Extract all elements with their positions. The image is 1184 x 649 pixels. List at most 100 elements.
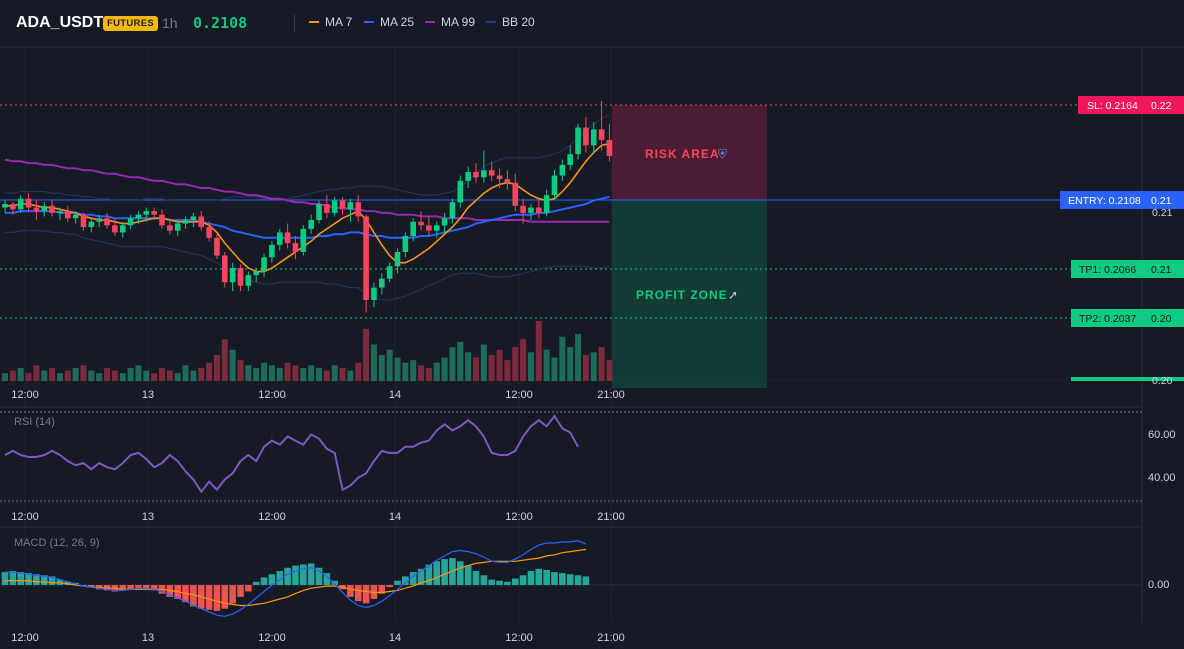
candle-body-25 <box>198 216 205 228</box>
candle-body-7 <box>57 211 63 213</box>
volume-bar-39 <box>308 365 315 381</box>
macd-histogram-bar-67 <box>527 570 535 585</box>
candle-body-9 <box>72 214 79 219</box>
volume-bar-14 <box>111 370 118 381</box>
candle-body-46 <box>363 216 369 300</box>
volume-bar-72 <box>567 347 574 381</box>
candle-body-23 <box>182 220 189 224</box>
profit-zone[interactable] <box>612 200 767 388</box>
candle-body-39 <box>308 220 314 229</box>
volume-bar-53 <box>418 365 425 381</box>
candle-body-17 <box>135 214 142 219</box>
legend-bb20[interactable]: BB 20 <box>486 15 535 29</box>
volume-bar-60 <box>473 357 479 381</box>
rsi-line <box>4 414 579 494</box>
candlesticks <box>2 100 613 313</box>
legend-ma25[interactable]: MA 25 <box>364 15 414 29</box>
symbol-title[interactable]: ADA_USDT <box>16 14 104 31</box>
macd-histogram-bar-59 <box>464 565 472 585</box>
candle-body-50 <box>394 252 401 267</box>
macd-histogram-bar-71 <box>559 573 566 585</box>
candle-body-43 <box>339 200 346 210</box>
time-axis-label-1-4: 12:00 <box>505 511 533 523</box>
candle-body-41 <box>324 204 330 213</box>
volume-bar-7 <box>56 373 63 381</box>
entry-label-box[interactable] <box>1060 191 1184 209</box>
volume-bar-13 <box>104 367 111 381</box>
candle-body-8 <box>65 211 71 219</box>
volume-bar-29 <box>229 349 236 381</box>
macd-histogram-bar-70 <box>551 572 558 585</box>
macd-histogram-bar-53 <box>417 568 425 585</box>
volume-bar-76 <box>598 347 605 381</box>
sl-axis-value: 0.22 <box>1151 100 1172 112</box>
volume-bar-69 <box>543 349 550 381</box>
time-axis-label-0-3: 14 <box>389 389 401 401</box>
candle-body-5 <box>41 205 48 212</box>
volume-bar-66 <box>520 339 527 381</box>
time-axis-label-1-2: 12:00 <box>258 511 286 523</box>
candle-body-4 <box>33 207 40 212</box>
legend-ma7[interactable]: MA 7 <box>309 15 352 29</box>
macd-histogram-bar-61 <box>480 575 488 585</box>
volume-bar-15 <box>119 373 126 381</box>
candle-body-67 <box>528 207 534 213</box>
legend-ma99[interactable]: MA 99 <box>425 15 475 29</box>
volume-bar-38 <box>300 367 307 381</box>
sl-label-box[interactable] <box>1078 96 1184 114</box>
tp1-label-box[interactable] <box>1071 260 1184 278</box>
candle-body-75 <box>590 129 597 146</box>
candle-body-48 <box>379 278 385 288</box>
candle-body-52 <box>410 221 416 236</box>
macd-histogram-bar-66 <box>519 575 527 585</box>
candle-body-10 <box>80 214 87 228</box>
volume-bar-58 <box>457 341 464 381</box>
axis-labels: 12:00 13 12:00 14 12:00 21:00 12:00 13 12:00 14 12… <box>11 389 1175 644</box>
ma25-line <box>5 195 610 239</box>
macd-signal-line <box>5 548 586 607</box>
macd-histogram-bar-1 <box>9 570 17 585</box>
candle-body-14 <box>112 225 118 233</box>
macd-histogram-bar-51 <box>402 576 409 585</box>
risk-area-zone[interactable] <box>612 105 767 200</box>
candle-body-0 <box>2 204 8 208</box>
macd-histogram-bar-56 <box>441 559 448 585</box>
volume-bar-44 <box>347 370 354 381</box>
ma7-swatch-icon <box>309 21 319 23</box>
volume-bar-64 <box>504 360 511 381</box>
macd-histogram-bar-50 <box>394 580 401 585</box>
candle-body-73 <box>575 127 581 155</box>
volume-bar-43 <box>339 367 346 381</box>
macd-histogram-bar-18 <box>143 585 150 589</box>
macd-histogram-bar-54 <box>425 564 433 585</box>
tp2-axis-value: 0.20 <box>1151 313 1172 325</box>
macd-histogram-bar-72 <box>566 574 574 585</box>
volume-bar-67 <box>527 352 534 381</box>
macd-histogram-bar-39 <box>307 563 315 585</box>
tp2-label-box[interactable] <box>1071 309 1184 327</box>
timeframe-selector[interactable]: 1h <box>162 15 178 31</box>
candle-body-30 <box>237 268 244 286</box>
volume-bar-24 <box>190 370 197 381</box>
candle-body-64 <box>504 179 511 183</box>
macd-histogram-bar-32 <box>252 581 260 585</box>
macd-histogram-bar-35 <box>276 570 284 585</box>
candle-body-45 <box>355 202 362 217</box>
volume-bar-77 <box>606 360 613 381</box>
macd-histogram-bar-63 <box>496 580 503 585</box>
candle-body-34 <box>269 244 275 258</box>
time-axis-label-0-5: 21:00 <box>597 389 625 401</box>
macd-histogram-bar-3 <box>25 573 32 585</box>
macd-histogram-bar-44 <box>347 585 354 597</box>
macd-histogram-bar-62 <box>488 579 495 585</box>
macd-histogram-bar-73 <box>574 575 582 585</box>
macd-histogram-bar-2 <box>17 572 24 585</box>
volume-bar-65 <box>512 347 519 381</box>
tp1-label: TP1: 0.2066 <box>1079 264 1136 276</box>
candle-body-19 <box>151 211 157 215</box>
candle-body-53 <box>418 221 424 226</box>
volume-bar-6 <box>49 367 56 381</box>
volume-bar-12 <box>96 373 103 381</box>
time-axis-label-0-1: 13 <box>142 389 154 401</box>
